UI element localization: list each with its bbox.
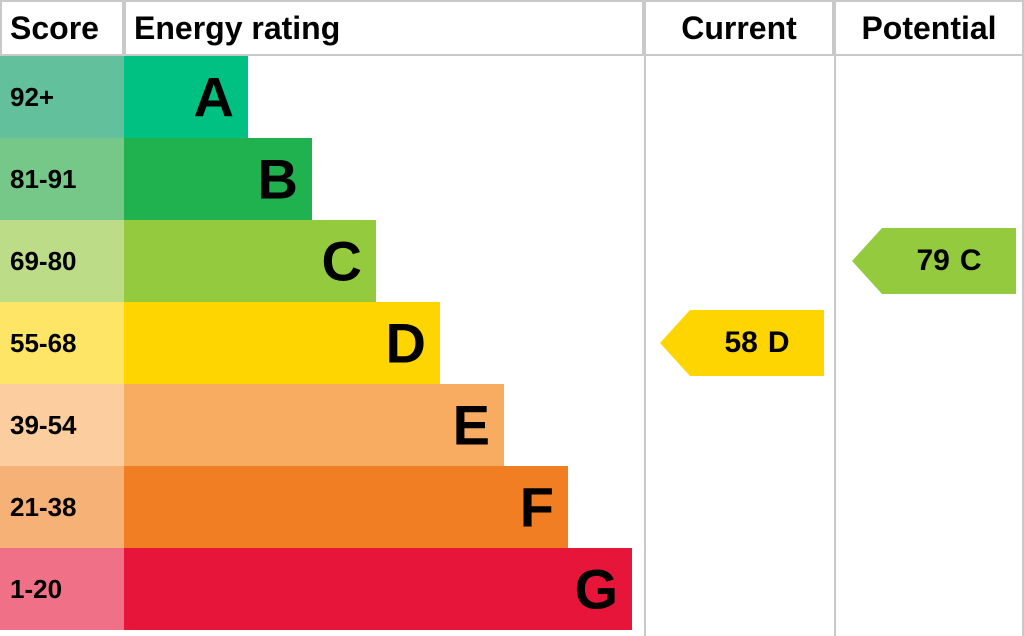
header-row: Score Energy rating Current Potential [0,0,1024,56]
pointer-value: 58 [724,326,757,360]
score-range: 92+ [0,56,124,138]
score-range: 21-38 [0,466,124,548]
pointer-arrow-icon [852,228,882,294]
pointer-arrow-icon [660,310,690,376]
score-range: 69-80 [0,220,124,302]
rating-row-f: 21-38 F [0,466,1024,548]
score-range: 39-54 [0,384,124,466]
rating-letter: B [258,147,298,212]
energy-rating-chart: Score Energy rating Current Potential 92… [0,0,1024,636]
pointer-value: 79 [916,244,949,278]
pointer-body: 79 C [882,228,1016,294]
score-range: 1-20 [0,548,124,630]
marker-current: 58 D [660,310,824,376]
pointer-letter: C [960,244,982,278]
header-potential: Potential [834,0,1024,56]
rating-row-b: 81-91 B [0,138,1024,220]
vline-current-left [644,0,646,636]
score-range: 81-91 [0,138,124,220]
rating-letter: F [520,475,554,540]
rating-row-e: 39-54 E [0,384,1024,466]
pointer-letter: D [768,326,790,360]
marker-potential: 79 C [852,228,1016,294]
rating-bar-b: B [124,138,312,220]
rating-letter: C [322,229,362,294]
header-score: Score [0,0,124,56]
header-current: Current [644,0,834,56]
rating-bar-f: F [124,466,568,548]
rating-letter: A [194,65,234,130]
rating-letter: D [386,311,426,376]
score-range: 55-68 [0,302,124,384]
rating-bar-a: A [124,56,248,138]
rating-row-d: 55-68 D [0,302,1024,384]
header-rating: Energy rating [124,0,644,56]
rating-row-g: 1-20 G [0,548,1024,630]
rating-bar-g: G [124,548,632,630]
rating-bar-e: E [124,384,504,466]
rating-letter: E [453,393,490,458]
rating-bar-d: D [124,302,440,384]
rating-row-a: 92+ A [0,56,1024,138]
vline-potential-left [834,0,836,636]
rating-bar-c: C [124,220,376,302]
pointer-body: 58 D [690,310,824,376]
rating-letter: G [574,557,618,622]
